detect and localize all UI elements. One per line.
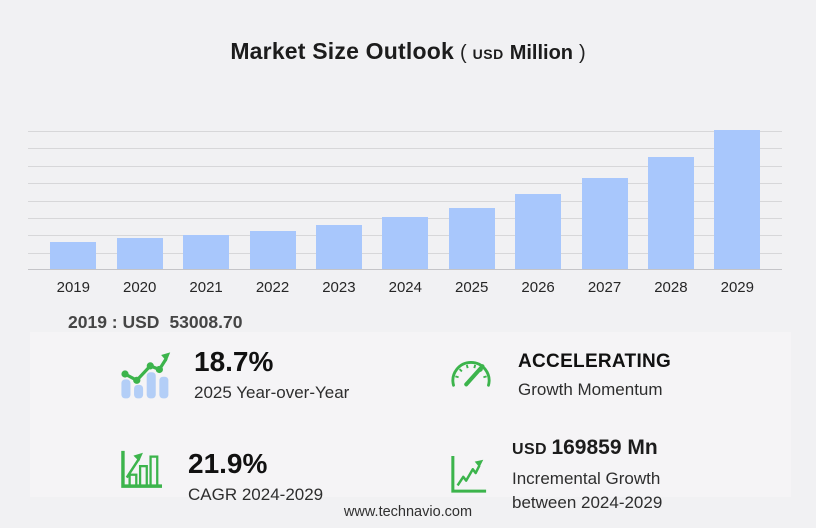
yoy-label: 2025 Year-over-Year: [194, 383, 350, 403]
bar-2023: [315, 224, 362, 269]
momentum-value: ACCELERATING: [518, 351, 672, 372]
title-main: Market Size Outlook: [230, 38, 454, 64]
plot-area: [28, 113, 782, 270]
year-label-2021: 2021: [189, 279, 223, 296]
year-label-2024: 2024: [388, 279, 422, 296]
title-currency: USD: [472, 46, 504, 62]
stat-yoy-growth: 18.7% 2025 Year-over-Year: [116, 347, 349, 406]
cagr-value: 21.9%: [188, 448, 268, 479]
stat-cagr: 21.9% CAGR 2024-2029: [120, 449, 323, 507]
incremental-label-line2: between 2024-2029: [512, 492, 663, 512]
year-label-2027: 2027: [587, 279, 622, 296]
cagr-label: CAGR 2024-2029: [188, 485, 324, 505]
incremental-value-line: USD 169859 Mn: [512, 436, 662, 460]
base-year-note: 2019 : USD 53008.70: [68, 312, 242, 333]
gridline: [28, 131, 782, 132]
bar-2027: [581, 178, 628, 269]
incremental-value: 169859 Mn: [551, 436, 658, 459]
bar-2021: [183, 235, 230, 269]
year-label-2025: 2025: [455, 279, 489, 296]
x-axis-labels: 2019 2020 2021 2022 2023 2024 2025 2026 2027 2028…: [28, 279, 782, 299]
gridline: [28, 183, 782, 185]
market-size-bar-chart: 2019 2020 2021 2022 2023 2024 2025 2026 2027 2028…: [28, 113, 782, 313]
year-label-2023: 2023: [322, 279, 356, 296]
bar-2026: [515, 194, 562, 269]
year-label-2026: 2026: [521, 279, 555, 296]
gridline: [28, 148, 782, 150]
gridline: [28, 165, 782, 167]
stat-growth-momentum: ACCELERATING Growth Momentum: [448, 351, 672, 402]
year-label-2028: 2028: [654, 279, 688, 296]
stat-incremental-growth: USD 169859 Mn Incremental Growth between…: [450, 436, 662, 515]
year-label-2029: 2029: [720, 279, 754, 296]
speedometer-icon: [448, 352, 494, 397]
title-open-paren: (: [459, 42, 467, 64]
momentum-label: Growth Momentum: [518, 379, 663, 399]
bar-2024: [382, 217, 429, 269]
year-label-2020: 2020: [123, 279, 157, 296]
title-close-paren: ): [579, 42, 586, 64]
growth-bars-icon: [120, 449, 164, 494]
bar-trend-icon: [116, 347, 172, 406]
bar-2019: [50, 241, 97, 269]
base-year-label: 2019 : USD: [68, 312, 160, 332]
year-label-2022: 2022: [255, 279, 290, 296]
bar-2025: [448, 207, 495, 269]
bar-2028: [647, 156, 694, 269]
bar-2029: [714, 130, 761, 269]
base-year-value: 53008.70: [169, 312, 243, 332]
gridline: [28, 200, 782, 202]
incremental-currency: USD: [512, 441, 547, 458]
bar-2020: [116, 238, 163, 269]
line-chart-icon: [450, 454, 488, 499]
yoy-value: 18.7%: [194, 346, 274, 377]
year-label-2019: 2019: [56, 279, 90, 296]
footer-url: www.technavio.com: [343, 504, 473, 520]
title-unit: Million: [509, 42, 574, 64]
page-title: Market Size Outlook ( USD Million ): [0, 38, 816, 65]
bar-2022: [249, 230, 296, 269]
incremental-label-line1: Incremental Growth: [512, 469, 661, 488]
